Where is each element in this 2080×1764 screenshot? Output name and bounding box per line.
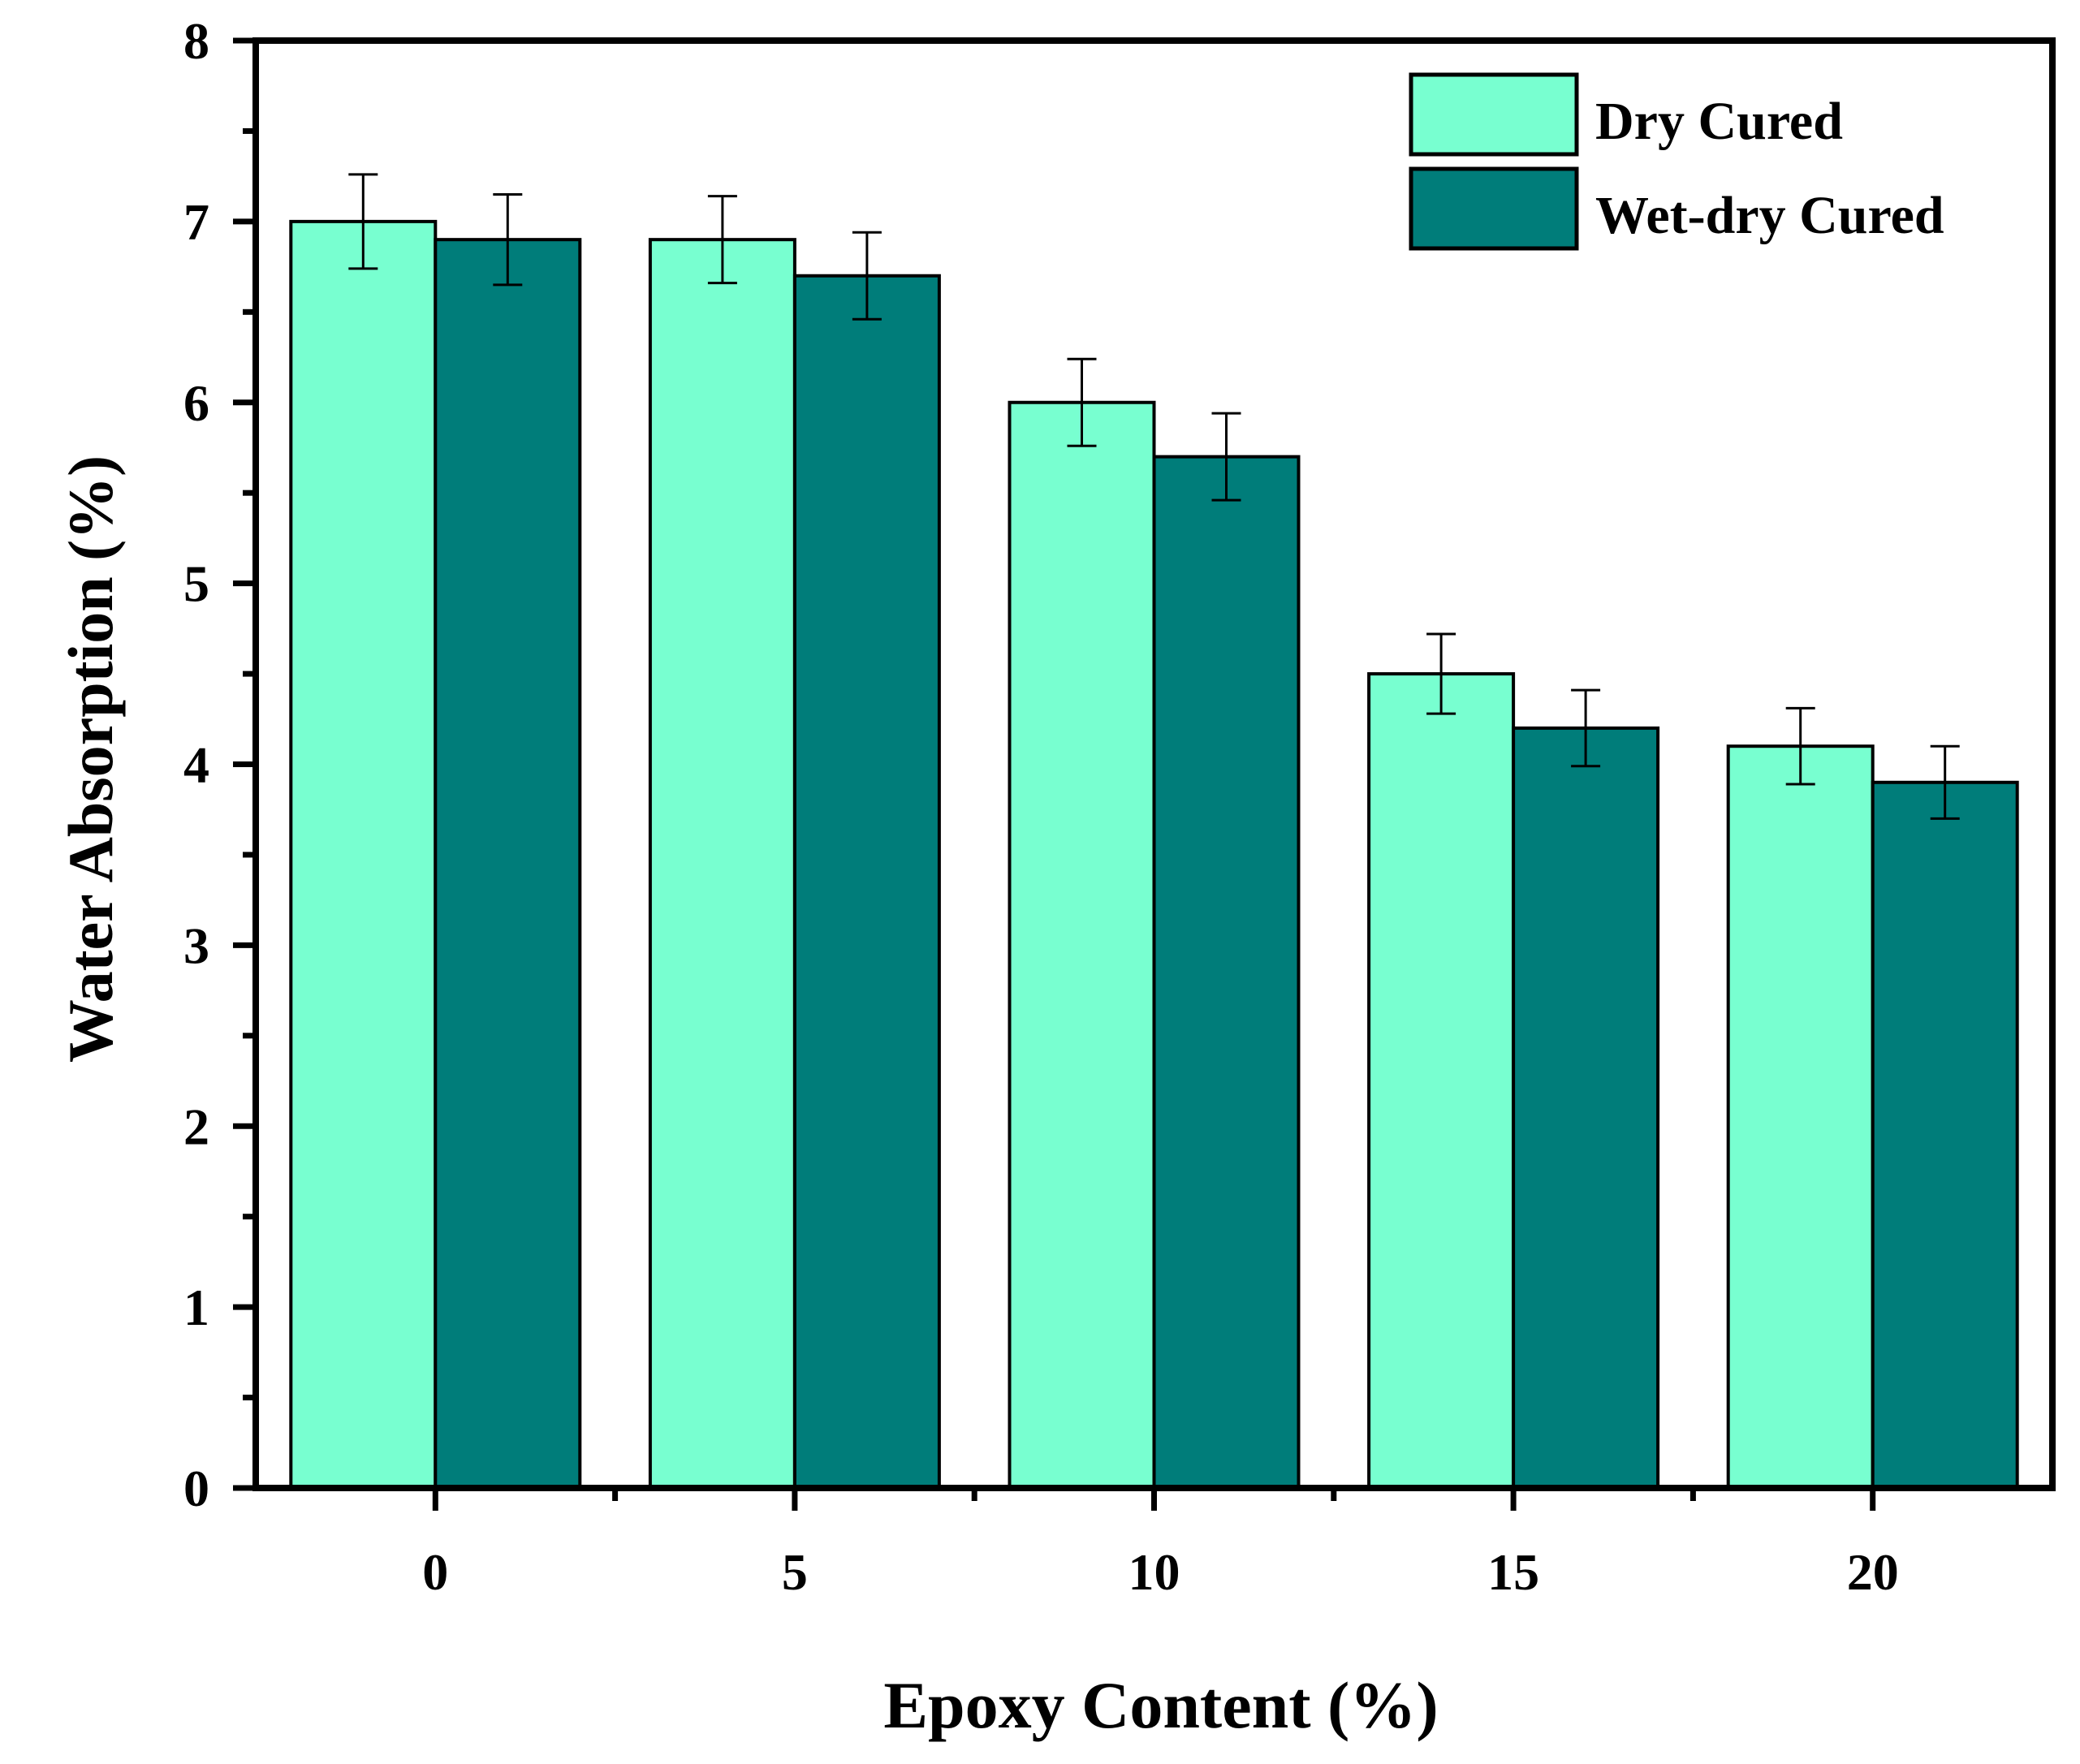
bar-dry-cured-15	[1367, 672, 1516, 1490]
error-bar-dry-cured-5	[707, 195, 737, 285]
x-tick-label-10: 10	[1128, 1543, 1180, 1601]
y-tick-label-3: 3	[183, 917, 209, 974]
ticks-layer: 0 1 2 3 4 5 6 7 8 0 5 10 15 20	[183, 12, 1899, 1601]
y-axis-label: Water Absorption (%)	[55, 455, 126, 1063]
error-bar-wet-dry-cured-15	[1571, 688, 1601, 768]
error-bar-dry-cured-15	[1426, 632, 1456, 715]
y-tick-label-7: 7	[183, 193, 209, 251]
y-tick-label-4: 4	[183, 736, 209, 794]
bar-wet-dry-cured-15	[1512, 726, 1660, 1490]
legend-swatch-dry-cured	[1409, 72, 1579, 157]
legend: Dry Cured Wet-dry Cured	[1409, 72, 1944, 251]
bar-wet-dry-cured-5	[792, 274, 941, 1490]
y-tick-label-1: 1	[183, 1279, 209, 1336]
bar-wet-dry-cured-20	[1871, 780, 2019, 1490]
error-bar-wet-dry-cured-5	[852, 231, 882, 321]
y-tick-label-2: 2	[183, 1098, 209, 1155]
error-bar-dry-cured-10	[1067, 357, 1097, 447]
y-tick-label-8: 8	[183, 12, 209, 70]
error-bar-dry-cured-20	[1785, 706, 1815, 786]
y-tick-label-5: 5	[183, 555, 209, 613]
y-tick-label-6: 6	[183, 374, 209, 432]
error-bar-wet-dry-cured-10	[1211, 412, 1241, 502]
x-axis-label: Epoxy Content (%)	[883, 1668, 1438, 1742]
legend-label-dry-cured: Dry Cured	[1595, 92, 1843, 151]
x-tick-label-0: 0	[422, 1543, 448, 1601]
error-bar-wet-dry-cured-0	[493, 192, 523, 287]
legend-label-wet-dry-cured: Wet-dry Cured	[1595, 186, 1944, 245]
bar-wet-dry-cured-10	[1152, 455, 1301, 1490]
bar-dry-cured-5	[648, 238, 796, 1490]
bar-dry-cured-0	[289, 219, 438, 1490]
error-bar-wet-dry-cured-20	[1930, 744, 1960, 820]
x-tick-label-20: 20	[1847, 1543, 1899, 1601]
bar-wet-dry-cured-0	[434, 238, 582, 1490]
errorbars-layer	[348, 173, 1960, 820]
legend-swatch-wet-dry-cured	[1409, 166, 1579, 251]
bars-layer	[289, 219, 2019, 1490]
bar-dry-cured-20	[1726, 744, 1875, 1490]
error-bar-dry-cured-0	[348, 173, 378, 270]
x-tick-label-15: 15	[1487, 1543, 1539, 1601]
y-tick-label-0: 0	[183, 1460, 209, 1517]
x-tick-label-5: 5	[782, 1543, 808, 1601]
bar-dry-cured-10	[1008, 400, 1156, 1490]
